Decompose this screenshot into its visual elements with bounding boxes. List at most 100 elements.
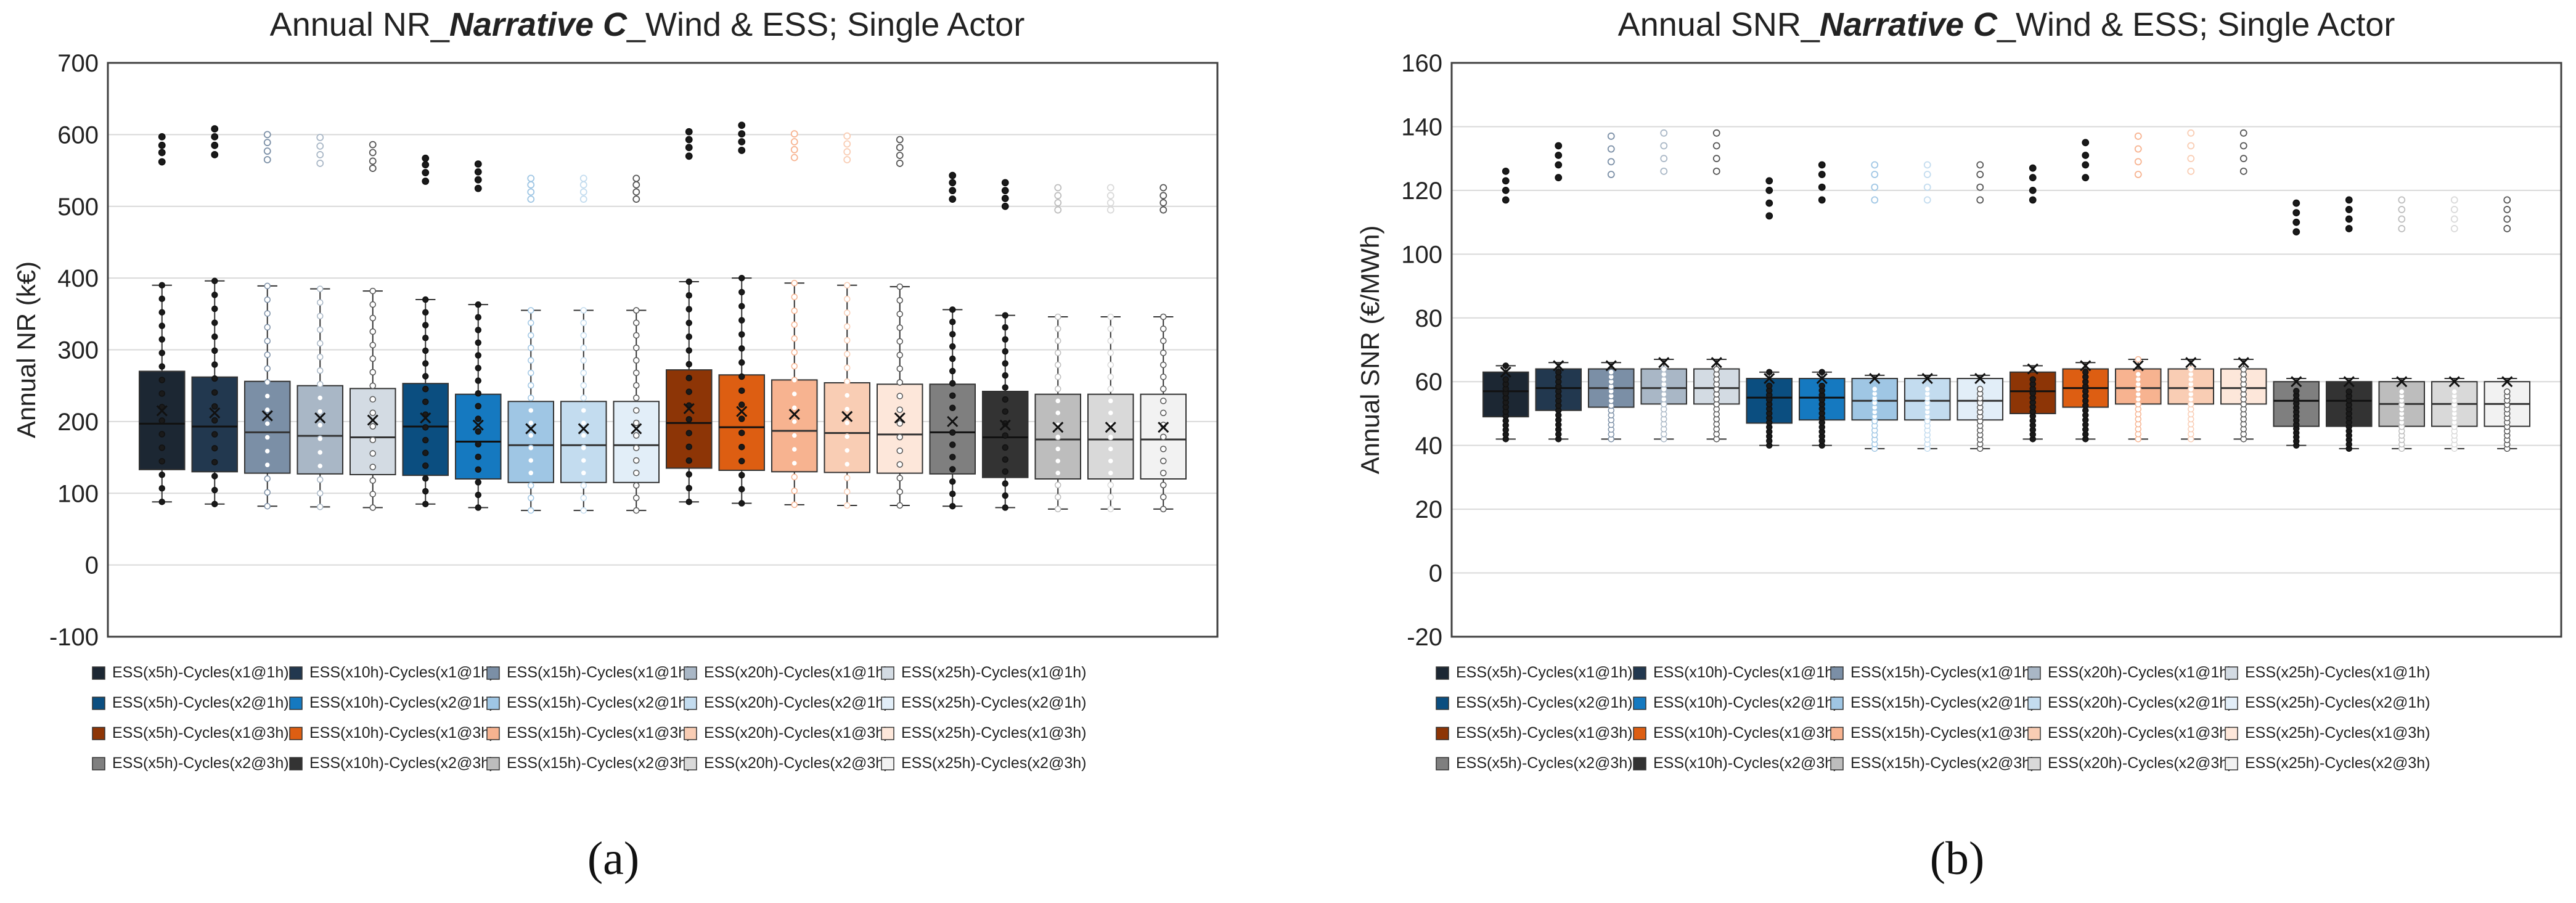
- data-point: [844, 475, 851, 481]
- data-point: [1160, 398, 1167, 404]
- box-10: [613, 401, 660, 483]
- outlier-point: [2134, 133, 2142, 140]
- legend-label: ESS(x15h)-Cycles(x2@1h): [1850, 694, 2035, 711]
- legend-swatch: [684, 727, 697, 740]
- data-point: [528, 332, 534, 339]
- data-point: [475, 479, 481, 486]
- y-tick-label: 700: [57, 50, 99, 77]
- outlier-point: [527, 195, 535, 203]
- mean-marker: [2448, 376, 2460, 388]
- outlier-point: [158, 158, 166, 166]
- outlier-point: [263, 139, 271, 147]
- outlier-point: [1502, 186, 1510, 194]
- data-point: [1160, 409, 1167, 417]
- data-point: [211, 292, 218, 298]
- outlier-point: [158, 133, 166, 141]
- data-point: [264, 296, 271, 303]
- legend-label: ESS(x10h)-Cycles(x2@1h): [1653, 694, 1838, 711]
- data-point: [633, 332, 640, 339]
- data-point: [949, 343, 956, 350]
- mean-marker: [578, 423, 589, 435]
- legend-swatch: [289, 757, 303, 770]
- data-point: [1002, 480, 1008, 487]
- data-point: [1107, 349, 1114, 356]
- outlier-point: [2503, 215, 2511, 223]
- outlier-point: [2398, 225, 2406, 232]
- outlier-point: [632, 188, 640, 196]
- data-point: [1107, 398, 1114, 404]
- outlier-point: [1607, 133, 1615, 140]
- data-point: [264, 461, 271, 468]
- mean-marker: [2238, 357, 2249, 369]
- y-tick-label: 160: [1401, 50, 1442, 77]
- data-point: [580, 357, 587, 364]
- mean-marker: [1500, 366, 1511, 378]
- outlier-point: [1660, 167, 1668, 175]
- legend-label: ESS(x5h)-Cycles(x2@1h): [112, 694, 289, 711]
- legend-label: ESS(x25h)-Cycles(x2@1h): [901, 694, 1086, 711]
- data-point: [844, 282, 851, 289]
- data-point: [2188, 366, 2194, 373]
- outlier-point: [1976, 171, 1984, 178]
- outlier-point: [158, 149, 166, 157]
- data-point: [264, 324, 271, 331]
- data-point: [1002, 504, 1008, 511]
- data-point: [791, 280, 798, 287]
- data-point: [1002, 384, 1008, 391]
- legend-swatch: [289, 727, 303, 740]
- data-point: [1055, 313, 1061, 321]
- data-point: [369, 491, 376, 497]
- outlier-point: [2503, 225, 2511, 232]
- data-point: [1107, 505, 1114, 513]
- data-point: [791, 488, 798, 494]
- legend-label: ESS(x5h)-Cycles(x1@3h): [112, 724, 289, 742]
- data-point: [738, 500, 745, 507]
- data-point: [738, 387, 745, 394]
- data-point: [949, 454, 956, 460]
- data-point: [844, 460, 851, 468]
- mean-marker: [1869, 372, 1881, 385]
- data-point: [211, 305, 218, 313]
- chart-title: Annual SNR_Narrative C_Wind & ESS; Singl…: [1618, 6, 2395, 43]
- outlier-point: [2134, 158, 2142, 166]
- panel-caption: (a): [587, 833, 639, 885]
- data-point: [317, 449, 324, 456]
- data-point: [633, 382, 640, 389]
- legend-label: ESS(x25h)-Cycles(x2@3h): [2245, 754, 2430, 772]
- data-point: [528, 382, 534, 389]
- panel-caption: (b): [1930, 833, 1985, 885]
- legend-label: ESS(x20h)-Cycles(x1@3h): [704, 724, 889, 742]
- data-point: [896, 338, 903, 345]
- outlier-point: [1818, 196, 1826, 204]
- data-point: [369, 382, 376, 390]
- data-point: [685, 347, 692, 354]
- outlier-point: [2398, 215, 2406, 223]
- data-point: [1107, 481, 1114, 489]
- box-14: [824, 382, 871, 473]
- data-point: [475, 466, 481, 473]
- data-point: [580, 407, 587, 414]
- data-point: [528, 432, 534, 439]
- data-point: [580, 494, 587, 502]
- data-point: [2345, 388, 2352, 395]
- outlier-point: [1818, 171, 1826, 178]
- legend-swatch: [1830, 697, 1844, 710]
- outlier-point: [2450, 206, 2458, 213]
- data-point: [1055, 446, 1061, 452]
- data-point: [1055, 505, 1061, 513]
- data-point: [1160, 349, 1167, 356]
- data-point: [422, 373, 429, 380]
- data-point: [1160, 505, 1167, 513]
- mean-marker: [156, 405, 168, 417]
- data-point: [422, 424, 429, 431]
- data-point: [896, 351, 903, 359]
- outlier-point: [2398, 196, 2406, 204]
- data-point: [791, 335, 798, 342]
- outlier-point: [1660, 142, 1668, 150]
- data-point: [738, 288, 745, 296]
- nr-chart-panel: -100 0 100 200 300 400 500 600 700 Annual NR_Narr…: [12, 6, 1219, 885]
- outlier-point: [896, 160, 904, 167]
- data-point: [1766, 382, 1773, 390]
- outlier-point: [1106, 199, 1114, 206]
- data-point: [896, 502, 903, 509]
